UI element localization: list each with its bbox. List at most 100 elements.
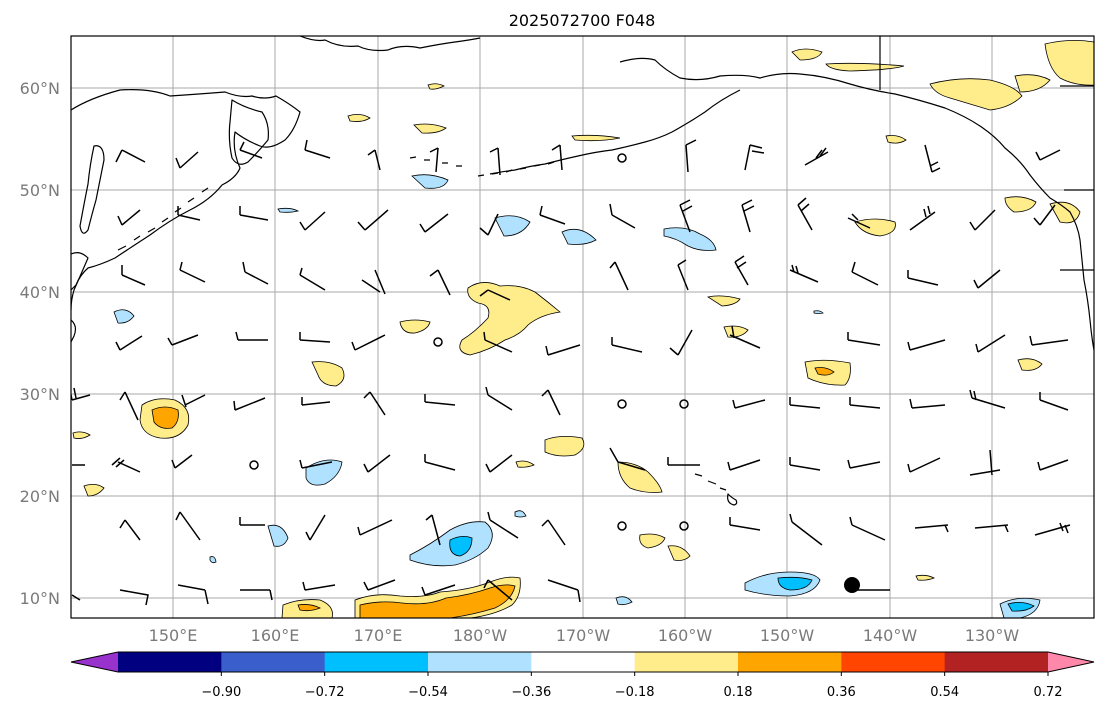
wind-barb	[539, 205, 566, 225]
positive-area	[83, 484, 105, 497]
calm-circle	[433, 337, 443, 347]
coastline-asia	[71, 89, 301, 291]
wind-barb	[425, 514, 441, 546]
wind-barb	[177, 584, 209, 605]
colorbar-tick-label: 0.18	[724, 685, 753, 700]
lat-label: 10°N	[20, 589, 60, 608]
wind-barb	[177, 206, 201, 221]
positive-area	[617, 461, 663, 493]
longitude-labels: 150°E 160°E 170°E 180°W 170°W 160°W 150°…	[149, 626, 1020, 645]
wind-barb	[551, 144, 563, 171]
positive-area	[359, 584, 516, 618]
wind-barb	[804, 147, 829, 166]
wind-barb	[299, 267, 326, 291]
figure-title: 2025072700 F048	[509, 11, 656, 30]
wind-barb	[299, 211, 326, 231]
wind-barb	[363, 391, 386, 416]
latitude-labels: 10°N 20°N 30°N 40°N 50°N 60°N	[20, 79, 60, 608]
wind-barb	[677, 259, 689, 291]
positive-area	[311, 361, 345, 387]
wind-barb	[485, 454, 513, 473]
wind-barb	[235, 331, 268, 341]
wind-barb	[479, 213, 499, 236]
lat-label: 60°N	[20, 79, 60, 98]
wind-barb	[301, 397, 331, 406]
wind-barb	[115, 149, 146, 163]
wind-barb	[119, 391, 139, 421]
colorbar-bin	[324, 652, 429, 672]
wind-barb	[541, 389, 561, 416]
positive-area	[915, 574, 935, 581]
negative-area	[411, 174, 449, 189]
wind-barb	[789, 264, 819, 283]
wind-barb	[679, 199, 693, 233]
positive-area	[667, 545, 691, 561]
wind-barb	[669, 329, 693, 356]
wind-barb	[914, 524, 949, 533]
wind-barb	[361, 269, 386, 295]
colorbar-tick-label: −0.90	[201, 685, 241, 700]
lon-label: 160°E	[251, 626, 300, 645]
wind-barb	[240, 589, 273, 601]
wind-barb	[1034, 522, 1071, 536]
calm-circle	[617, 153, 627, 163]
positive-area	[297, 604, 321, 612]
wind-barb	[1035, 149, 1061, 161]
positive-area	[1044, 40, 1094, 86]
positive-area	[413, 123, 447, 134]
coastline-alaska-peninsula	[489, 89, 741, 175]
wind-barb	[181, 394, 206, 408]
wind-barb	[732, 399, 766, 409]
wind-barb	[239, 141, 263, 159]
wind-barb	[71, 387, 91, 401]
wind-barb	[171, 454, 193, 469]
wind-barb	[974, 524, 1009, 533]
wind-barb	[907, 457, 941, 473]
lon-label: 160°W	[658, 626, 713, 645]
calm-circle	[617, 399, 627, 409]
wind-barb	[685, 139, 697, 173]
negative-area	[663, 227, 717, 251]
calm-circle	[679, 399, 689, 409]
coastlines	[71, 36, 1094, 506]
wind-barb	[363, 454, 391, 473]
wind-barb	[973, 269, 1001, 289]
wind-barb	[117, 209, 141, 226]
positive-area	[639, 533, 666, 549]
positive-area	[1004, 196, 1037, 213]
wind-barb	[424, 454, 456, 471]
coastline-alaska-border	[879, 36, 1094, 271]
wind-barb	[667, 457, 700, 466]
colorbar-tick-label: −0.18	[615, 685, 655, 700]
wind-barb	[357, 519, 393, 536]
colorbar-tick-label: 0.72	[1034, 685, 1063, 700]
wind-barb	[302, 581, 336, 591]
wind-barb	[175, 151, 199, 169]
negative-area	[1007, 602, 1035, 612]
positive-area	[571, 134, 621, 142]
coastline-japan	[71, 252, 89, 343]
colorbar-tick-label: −0.54	[408, 685, 448, 700]
wind-barb	[744, 144, 765, 171]
lon-label: 150°W	[760, 626, 815, 645]
colorbar-bin	[428, 652, 532, 672]
colorbar-bin	[944, 652, 1049, 672]
positive-area	[885, 135, 907, 144]
wind-barb	[547, 579, 581, 603]
wind-barb	[424, 394, 456, 406]
positive-area	[399, 319, 431, 334]
positive-area	[151, 406, 179, 429]
negative-area	[494, 215, 531, 237]
negative-area	[277, 207, 300, 213]
wind-barb	[609, 203, 636, 229]
wind-barb	[741, 199, 755, 233]
wind-barb	[121, 265, 146, 286]
wind-barb	[489, 147, 501, 176]
wind-barb	[969, 209, 996, 231]
positive-area	[825, 62, 905, 72]
wind-barb	[851, 261, 879, 286]
wind-barb	[175, 511, 201, 541]
positive-area	[814, 367, 835, 376]
wind-barb	[115, 335, 143, 351]
